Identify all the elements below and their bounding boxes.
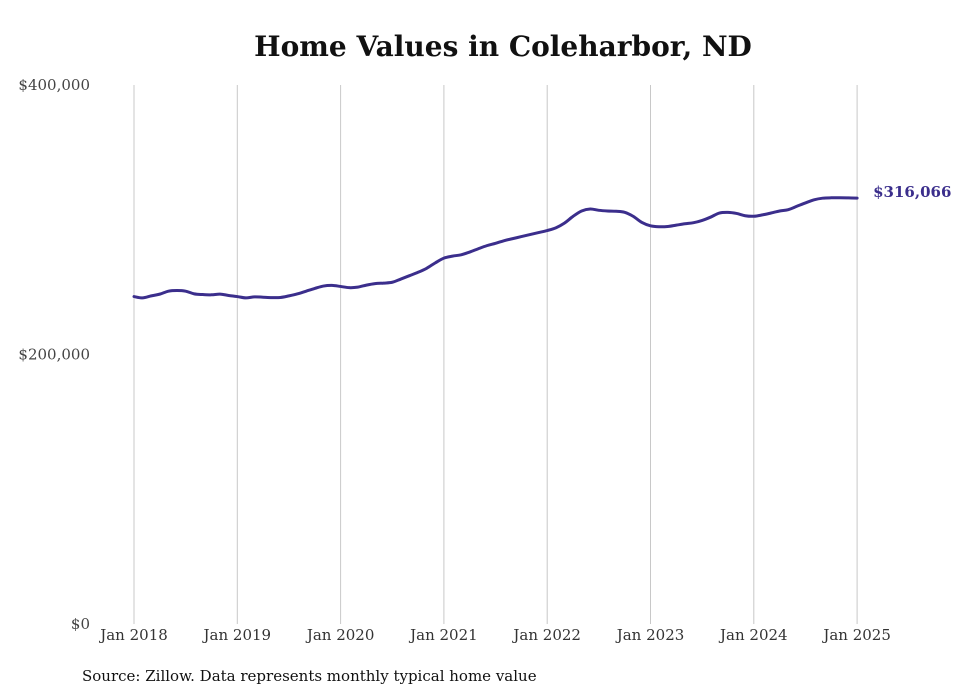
y-axis-tick-labels: $0 $200,000 $400,000 [18, 76, 90, 633]
end-value-label: $316,066 [873, 183, 951, 201]
x-tick-label: Jan 2020 [305, 626, 375, 644]
series-line [132, 196, 859, 300]
y-tick-label: $0 [71, 615, 90, 633]
end-value-label-group: $316,066 [873, 183, 951, 201]
source-note: Source: Zillow. Data represents monthly … [82, 667, 537, 685]
x-tick-label: Jan 2022 [511, 626, 581, 644]
chart-title: Home Values in Coleharbor, ND [254, 30, 752, 63]
x-tick-label: Jan 2023 [615, 626, 685, 644]
gridlines [133, 85, 858, 624]
series-line-group [132, 196, 859, 300]
x-tick-label: Jan 2019 [202, 626, 272, 644]
y-tick-label: $400,000 [18, 76, 90, 94]
x-tick-label: Jan 2025 [821, 626, 891, 644]
x-tick-label: Jan 2018 [98, 626, 168, 644]
x-tick-label: Jan 2024 [718, 626, 788, 644]
y-tick-label: $200,000 [18, 346, 90, 364]
x-tick-label: Jan 2021 [408, 626, 478, 644]
x-axis-tick-labels: Jan 2018 Jan 2019 Jan 2020 Jan 2021 Jan 2022… [98, 626, 891, 644]
